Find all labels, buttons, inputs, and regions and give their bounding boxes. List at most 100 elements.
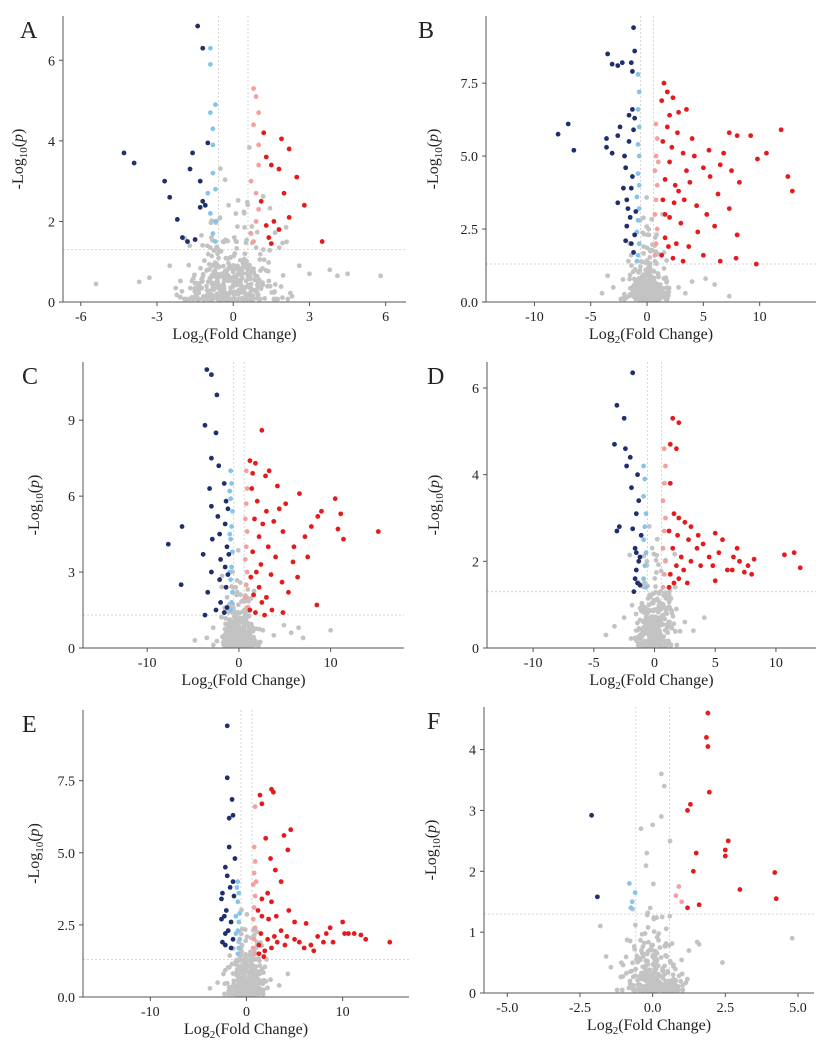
y-tick-label: 2 (472, 555, 479, 570)
point-not-significant (234, 592, 240, 597)
point-down-significant (215, 513, 221, 519)
point-not-significant (660, 602, 666, 607)
point-not-significant (660, 966, 665, 971)
point-down-significant (622, 446, 628, 452)
point-not-significant (215, 295, 220, 301)
point-up-significant (259, 427, 265, 433)
x-tick-label: 10 (336, 1005, 350, 1020)
point-not-significant (712, 282, 718, 287)
point-not-significant (234, 634, 240, 640)
y-tick-label: 2.5 (58, 919, 76, 934)
point-not-significant (663, 953, 668, 958)
panel-letter: E (22, 712, 37, 738)
point-up-significant (681, 197, 687, 203)
point-up-significant (265, 890, 271, 896)
point-not-significant (664, 624, 670, 630)
point-not-significant (635, 977, 640, 983)
point-not-significant (608, 964, 614, 970)
point-not-significant (643, 863, 649, 869)
point-not-significant (651, 269, 657, 274)
point-down-weak (233, 913, 239, 919)
point-not-significant (187, 243, 193, 249)
point-not-significant (260, 194, 266, 199)
point-not-significant (231, 274, 237, 280)
point-down-significant (624, 463, 630, 469)
point-not-significant (205, 251, 211, 257)
point-down-significant (192, 237, 198, 242)
point-down-weak (635, 142, 641, 147)
point-down-weak (642, 524, 648, 530)
point-not-significant (186, 262, 192, 268)
point-down-significant (217, 531, 223, 537)
point-not-significant (226, 202, 232, 208)
x-tick-label: 5.0 (789, 1001, 807, 1016)
point-up-weak (243, 501, 249, 507)
point-up-significant (664, 89, 670, 95)
point-down-significant (565, 121, 571, 127)
point-not-significant (285, 296, 291, 302)
point-up-weak (654, 136, 660, 141)
point-up-significant (673, 446, 679, 452)
point-up-significant (741, 569, 747, 575)
point-not-significant (644, 620, 650, 626)
point-not-significant (644, 969, 650, 975)
point-up-significant (734, 545, 740, 551)
point-down-significant (615, 133, 621, 139)
y-tick-label: 6 (48, 54, 55, 69)
point-not-significant (177, 294, 183, 300)
point-not-significant (654, 981, 660, 987)
point-down-weak (207, 110, 213, 116)
point-up-significant (265, 936, 271, 942)
point-up-significant (724, 567, 730, 573)
point-not-significant (200, 271, 206, 277)
point-not-significant (673, 977, 679, 983)
point-down-weak (234, 884, 240, 890)
point-not-significant (249, 224, 255, 229)
point-not-significant (628, 636, 634, 641)
point-up-significant (722, 847, 728, 853)
point-not-significant (249, 967, 255, 973)
point-up-significant (667, 112, 672, 118)
point-up-significant (258, 931, 264, 936)
point-up-significant (286, 908, 292, 913)
point-not-significant (219, 614, 224, 620)
x-tick-label: -10 (524, 656, 543, 671)
point-down-weak (629, 899, 635, 905)
point-not-significant (669, 941, 675, 946)
x-tick-label: -5 (588, 656, 600, 671)
point-up-significant (749, 571, 755, 577)
point-down-weak (632, 890, 638, 895)
point-up-significant (268, 572, 274, 578)
point-up-weak (251, 936, 257, 942)
point-not-significant (640, 286, 646, 292)
point-not-significant (672, 628, 678, 634)
point-not-significant (656, 603, 662, 608)
point-not-significant (327, 267, 333, 273)
point-not-significant (630, 960, 635, 966)
y-tick-label: 2.5 (461, 223, 479, 238)
point-not-significant (272, 289, 278, 295)
point-not-significant (621, 615, 627, 621)
point-not-significant (610, 285, 616, 290)
point-down-significant (617, 124, 623, 130)
y-tick-label: 7.5 (461, 77, 479, 92)
point-not-significant (223, 255, 229, 261)
point-up-weak (253, 94, 259, 99)
point-not-significant (227, 642, 233, 648)
point-down-significant (202, 202, 208, 208)
point-not-significant (263, 978, 269, 984)
point-not-significant (651, 638, 657, 644)
point-not-significant (253, 245, 259, 251)
x-tick-label: 10 (753, 310, 767, 325)
point-not-significant (701, 615, 707, 621)
x-tick-label: -5 (585, 310, 597, 325)
point-up-significant (712, 578, 718, 584)
point-down-significant (612, 441, 617, 447)
point-not-significant (230, 971, 236, 976)
point-down-significant (630, 106, 635, 112)
point-down-significant (217, 577, 223, 583)
point-up-significant (705, 710, 711, 716)
point-not-significant (239, 629, 245, 635)
point-up-significant (773, 896, 779, 902)
point-not-significant (676, 285, 681, 290)
